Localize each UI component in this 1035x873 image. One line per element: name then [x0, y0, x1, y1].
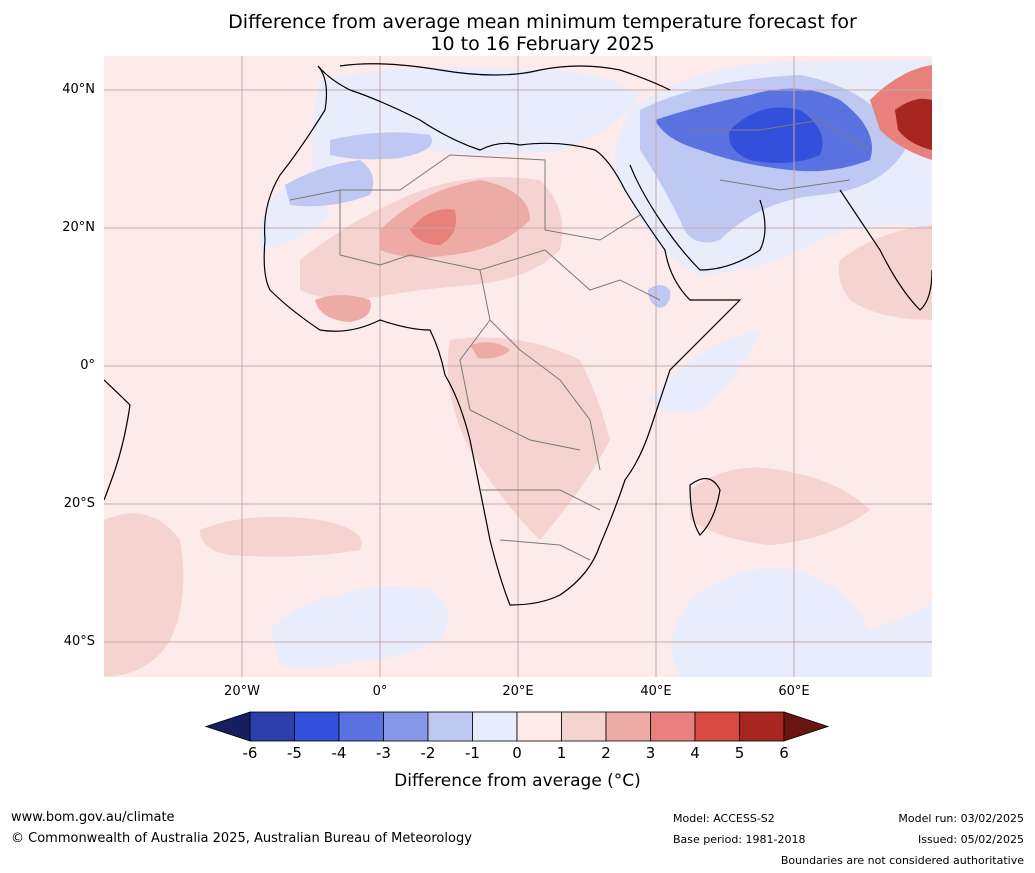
- colorbar-tick-label: 4: [690, 744, 700, 762]
- lon-label-20w: 20°W: [224, 684, 260, 699]
- colorbar-segment: [694, 711, 740, 742]
- cool-region-core: [729, 107, 823, 164]
- colorbar-tick-label: 2: [601, 744, 611, 762]
- lat-label-20n: 20°N: [62, 220, 95, 235]
- colorbar-segment: [605, 711, 651, 742]
- colorbar-extend-low: [204, 711, 251, 742]
- colorbar-extend-high: [783, 711, 830, 742]
- warm-region-sahara-peak: [410, 209, 456, 245]
- footer-issued: Issued: 05/02/2025: [917, 833, 1024, 846]
- cool-region-north-africa: [330, 132, 432, 160]
- colorbar-tick-label: 0: [512, 744, 522, 762]
- cool-region-mediterranean: [259, 66, 640, 251]
- colorbar-tick-label: 6: [779, 744, 789, 762]
- map-title-line-2: 10 to 16 February 2025: [430, 33, 655, 55]
- colorbar-tick-label: -6: [242, 744, 258, 762]
- colorbar-label: Difference from average (°C): [394, 771, 641, 791]
- colorbar-segment: [383, 711, 429, 742]
- colorbar-segment: [472, 711, 518, 742]
- colorbar-segment: [561, 711, 607, 742]
- warm-region-central-africa: [447, 337, 610, 540]
- lon-label-60e: 60°E: [778, 684, 810, 699]
- colorbar-tick-label: -1: [465, 744, 480, 762]
- cool-region-indian-ocean: [650, 330, 760, 414]
- warm-region-west-ocean: [104, 513, 184, 677]
- footer-base-period: Base period: 1981-2018: [673, 833, 806, 846]
- colorbar-tick-label: 5: [734, 744, 745, 762]
- lon-label-40e: 40°E: [640, 684, 672, 699]
- warm-region-south-atlantic: [200, 516, 362, 557]
- lat-label-20s: 20°S: [63, 496, 95, 511]
- footer-disclaimer: Boundaries are not considered authoritat…: [780, 854, 1024, 867]
- warm-region-congo: [470, 342, 510, 359]
- colorbar-tick-label: -3: [376, 744, 391, 762]
- footer-url: www.bom.gov.au/climate: [11, 810, 175, 825]
- colorbar-segment: [338, 711, 384, 742]
- cool-region-south-ocean-west: [270, 586, 448, 668]
- colorbar-segment: [249, 711, 295, 742]
- colorbar-segment: [739, 711, 785, 742]
- map-title-line-1: Difference from average mean minimum tem…: [228, 11, 857, 33]
- graticule: [104, 56, 932, 677]
- country-borders: [289, 119, 871, 561]
- cool-region-east-africa: [648, 285, 671, 308]
- colorbar-tick-label: -5: [287, 744, 302, 762]
- colorbar-tick-label: -4: [331, 744, 347, 762]
- warm-region-west-africa: [315, 295, 371, 322]
- colorbar-segment: [427, 711, 473, 742]
- footer-model: Model: ACCESS-S2: [673, 812, 775, 825]
- colorbar-tick-label: 1: [556, 744, 567, 762]
- footer-copyright: © Commonwealth of Australia 2025, Austra…: [11, 831, 472, 846]
- coastline: [104, 63, 932, 606]
- colorbar-segment: [294, 711, 340, 742]
- lat-label-equator: 0°: [80, 358, 95, 373]
- lat-label-40s: 40°S: [63, 634, 95, 649]
- lat-label-40n: 40°N: [62, 82, 95, 97]
- lon-label-0: 0°: [372, 684, 388, 699]
- lon-label-20e: 20°E: [502, 684, 534, 699]
- colorbar: [204, 711, 830, 742]
- colorbar-tick-label: -2: [420, 744, 436, 762]
- colorbar-segment: [650, 711, 696, 742]
- cool-region-south-ocean-east: [672, 568, 932, 677]
- warm-region-indian-ocean-south: [690, 467, 870, 545]
- cool-region-saharan: [285, 160, 374, 207]
- warm-region-himalaya-core: [895, 98, 932, 150]
- colorbar-segment: [516, 711, 562, 742]
- footer-model-run: Model run: 03/02/2025: [898, 812, 1024, 825]
- colorbar-tick-label: 3: [645, 744, 656, 762]
